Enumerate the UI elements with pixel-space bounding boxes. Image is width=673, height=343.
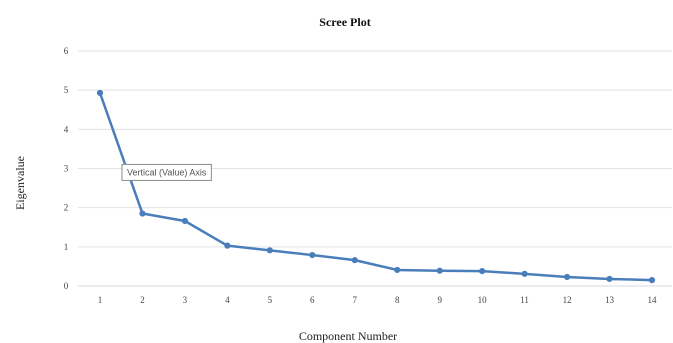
data-point-5[interactable] <box>266 247 273 254</box>
y-tick-labels: 0 1 2 3 4 5 6 <box>64 46 69 291</box>
y-tick-label: 3 <box>64 164 69 174</box>
data-point-12[interactable] <box>563 273 571 281</box>
x-tick-label: 4 <box>225 295 230 305</box>
y-axis-label: Eigenvalue <box>13 156 27 210</box>
x-axis-label: Component Number <box>299 329 397 343</box>
series-line[interactable] <box>98 92 653 282</box>
chart-title: Scree Plot <box>319 15 370 29</box>
y-tick-label: 1 <box>64 242 69 252</box>
data-point-2[interactable] <box>139 210 146 217</box>
data-point-1[interactable] <box>96 89 104 97</box>
data-point-11[interactable] <box>521 270 528 277</box>
x-tick-labels: 1 2 3 4 5 6 7 8 9 10 11 12 13 14 <box>98 295 657 305</box>
x-tick-label: 10 <box>478 295 488 305</box>
data-point-8[interactable] <box>394 266 401 274</box>
y-tick-label: 5 <box>64 85 69 95</box>
eigenvalue-series[interactable] <box>96 89 656 284</box>
data-point-9[interactable] <box>436 267 443 274</box>
tooltip-box <box>121 163 212 181</box>
x-tick-label: 6 <box>310 295 315 305</box>
data-point-7[interactable] <box>351 257 358 264</box>
x-tick-label: 11 <box>520 295 529 305</box>
data-point-10[interactable] <box>479 268 486 275</box>
x-tick-label: 12 <box>563 295 572 305</box>
data-point-4[interactable] <box>224 242 231 249</box>
y-tick-label: 4 <box>64 124 69 134</box>
x-tick-label: 7 <box>353 295 358 305</box>
x-tick-label: 13 <box>605 295 615 305</box>
y-tick-label: 2 <box>64 203 69 213</box>
x-tick-label: 2 <box>140 295 145 305</box>
data-point-13[interactable] <box>606 275 613 283</box>
x-tick-label: 3 <box>183 295 188 305</box>
x-tick-label: 9 <box>437 295 442 305</box>
x-tick-label: 14 <box>648 295 658 305</box>
data-point-14[interactable] <box>648 277 656 284</box>
tooltip-text: Vertical (Value) Axis <box>127 167 207 177</box>
x-tick-label: 1 <box>98 295 103 305</box>
data-point-6[interactable] <box>309 251 316 259</box>
data-point-3[interactable] <box>181 217 189 225</box>
y-tick-label: 0 <box>64 281 69 291</box>
x-tick-label: 8 <box>395 295 400 305</box>
x-tick-label: 5 <box>268 295 273 305</box>
y-tick-label: 6 <box>64 46 69 56</box>
axis-tooltip: Vertical (Value) Axis <box>121 163 212 181</box>
